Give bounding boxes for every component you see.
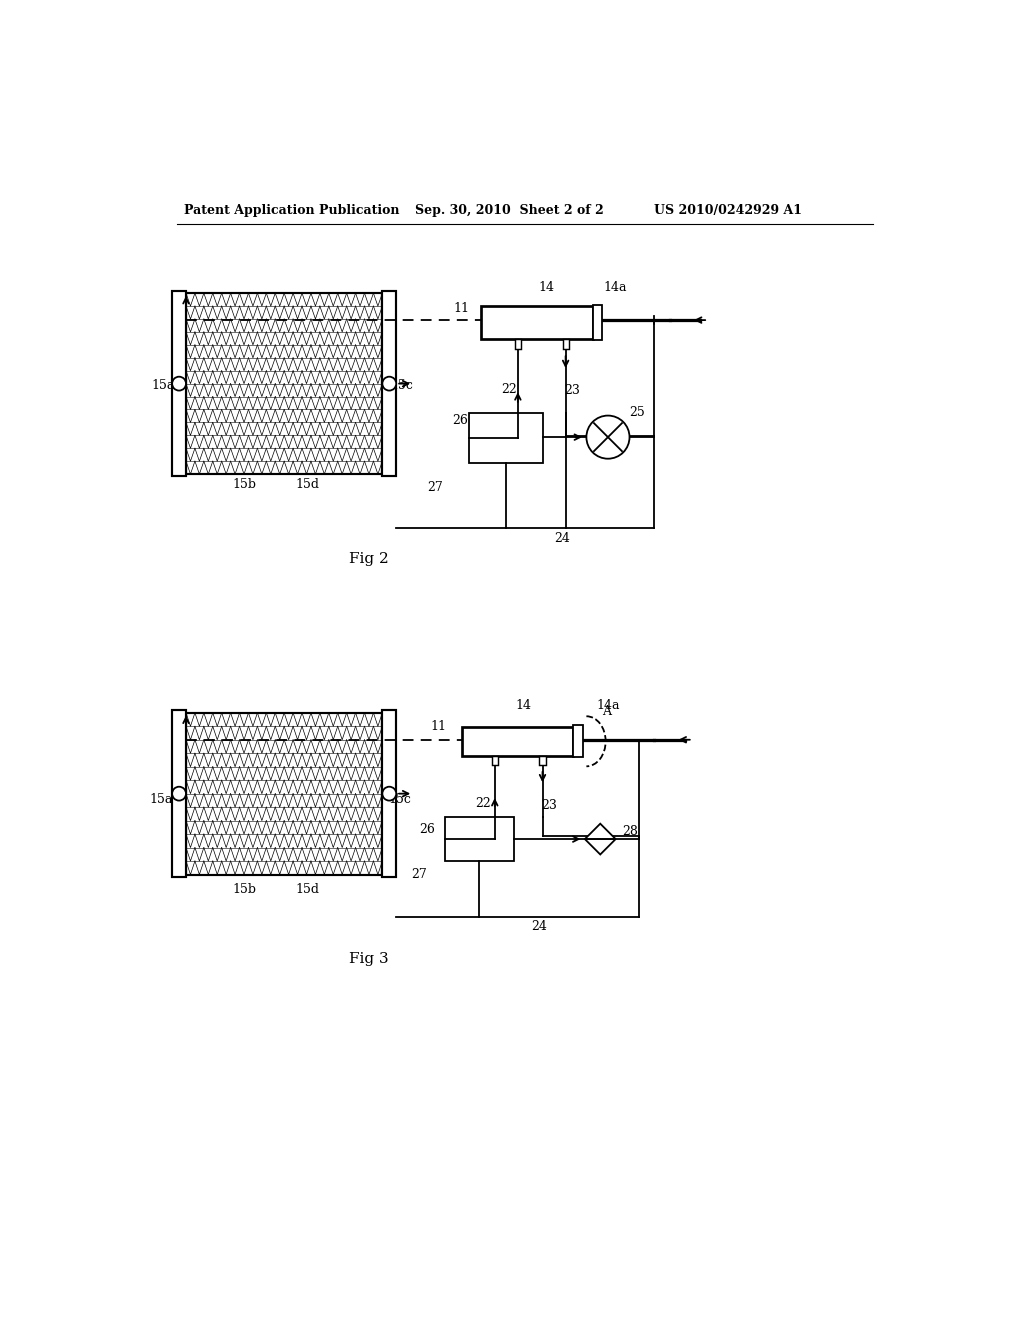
Bar — [593, 305, 602, 341]
Circle shape — [587, 416, 630, 459]
Text: 24: 24 — [554, 532, 569, 545]
Text: 11: 11 — [454, 302, 470, 315]
Text: Sep. 30, 2010  Sheet 2 of 2: Sep. 30, 2010 Sheet 2 of 2 — [416, 205, 604, 218]
Text: 28: 28 — [622, 825, 638, 838]
Text: 24: 24 — [530, 920, 547, 933]
Text: 27: 27 — [427, 482, 442, 495]
Polygon shape — [585, 840, 615, 854]
Bar — [186, 713, 382, 875]
Bar — [382, 290, 396, 477]
Bar — [382, 710, 396, 876]
Text: 26: 26 — [453, 413, 468, 426]
Bar — [540, 756, 546, 766]
Bar — [172, 290, 186, 477]
Bar — [562, 339, 568, 350]
Text: 15b: 15b — [232, 478, 257, 491]
Text: 15d: 15d — [296, 478, 319, 491]
Text: 11: 11 — [430, 721, 446, 733]
Bar — [444, 817, 514, 862]
Text: 27: 27 — [412, 869, 427, 880]
Text: Patent Application Publication: Patent Application Publication — [184, 205, 400, 218]
Bar — [515, 339, 521, 350]
Text: 15a: 15a — [152, 379, 175, 392]
Text: 23: 23 — [564, 384, 581, 397]
Text: 15c: 15c — [388, 792, 412, 805]
Text: 15d: 15d — [296, 883, 319, 896]
Circle shape — [382, 376, 396, 391]
Bar — [481, 306, 593, 339]
Text: 15c: 15c — [391, 379, 414, 392]
Text: US 2010/0242929 A1: US 2010/0242929 A1 — [654, 205, 802, 218]
Text: 15b: 15b — [232, 883, 257, 896]
Circle shape — [172, 787, 186, 800]
Circle shape — [382, 787, 396, 800]
Polygon shape — [585, 824, 615, 840]
Text: 23: 23 — [542, 799, 557, 812]
Text: 25: 25 — [630, 407, 645, 418]
Text: 26: 26 — [420, 824, 435, 837]
Text: 14a: 14a — [604, 281, 628, 294]
Bar — [492, 756, 498, 766]
Text: A: A — [602, 705, 611, 718]
Circle shape — [172, 376, 186, 391]
Text: Fig 3: Fig 3 — [349, 952, 389, 966]
Text: 22: 22 — [502, 383, 517, 396]
Bar — [186, 293, 382, 474]
Text: Fig 2: Fig 2 — [349, 552, 389, 566]
Bar — [172, 710, 186, 876]
Text: 14: 14 — [515, 698, 531, 711]
Text: 22: 22 — [475, 797, 492, 810]
Text: 15a: 15a — [150, 792, 173, 805]
Text: 14a: 14a — [596, 698, 620, 711]
Bar — [573, 725, 583, 758]
Text: 14: 14 — [539, 281, 554, 294]
Bar — [469, 412, 543, 462]
Bar — [462, 726, 573, 756]
